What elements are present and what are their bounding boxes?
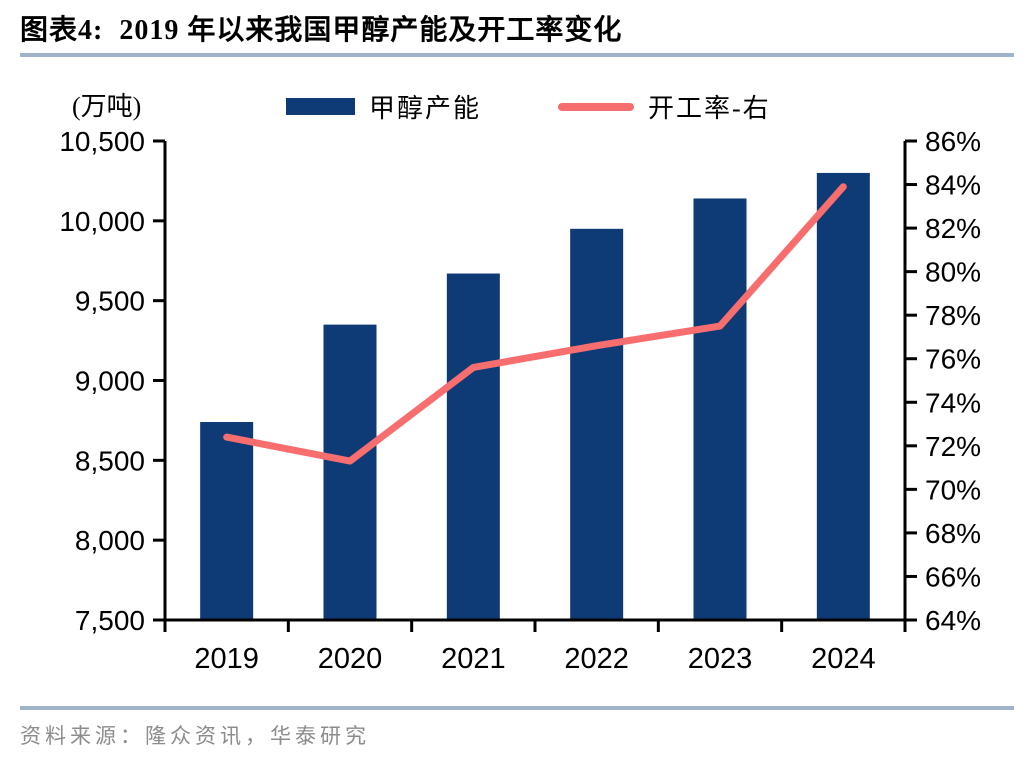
x-axis-category-label: 2024	[811, 643, 876, 675]
title-divider	[20, 53, 1014, 57]
line-series-label: 开工率-右	[648, 94, 771, 123]
right-axis-tick-label: 72%	[925, 431, 981, 462]
right-axis-tick-label: 80%	[925, 257, 981, 288]
right-axis-tick-label: 82%	[925, 213, 981, 244]
x-axis-category-label: 2021	[441, 643, 506, 675]
legend-item-operating-rate: 开工率-右	[558, 88, 771, 125]
x-axis-category-label: 2019	[194, 643, 259, 675]
x-axis-category-label: 2020	[318, 643, 383, 675]
left-axis-tick-label: 8,500	[75, 445, 145, 476]
footer-divider	[20, 706, 1014, 710]
legend-item-capacity: 甲醇产能	[286, 88, 481, 125]
left-axis-tick-label: 9,000	[75, 366, 145, 397]
x-axis-category-label: 2022	[564, 643, 629, 675]
right-axis-tick-label: 64%	[925, 605, 981, 636]
chart-title: 图表4: 2019 年以来我国甲醇产能及开工率变化	[20, 15, 623, 46]
right-axis-tick-label: 66%	[925, 561, 981, 592]
bar-series-swatch	[286, 98, 355, 115]
right-axis-tick-label: 84%	[925, 170, 981, 201]
bar-series-label: 甲醇产能	[369, 94, 482, 123]
operating-rate-line	[223, 183, 847, 465]
right-axis-tick-label: 70%	[925, 474, 981, 505]
left-axis-tick-label: 7,500	[75, 605, 145, 636]
bar-2020	[323, 324, 377, 620]
left-axis-unit-label: (万吨)	[72, 92, 142, 121]
line-series-swatch	[558, 102, 634, 111]
left-axis-tick-label: 10,500	[59, 126, 145, 157]
x-axis-category-label: 2023	[688, 643, 753, 675]
right-axis-tick-label: 76%	[925, 344, 981, 375]
left-axis-tick-label: 8,000	[75, 525, 145, 556]
left-axis-tick-label: 10,000	[59, 206, 145, 237]
right-axis-tick-label: 74%	[925, 387, 981, 418]
right-axis-tick-label: 86%	[925, 126, 981, 157]
bar-2019	[200, 422, 254, 620]
bar-2023	[693, 198, 747, 621]
bar-2024	[816, 172, 870, 620]
right-axis-tick-label: 78%	[925, 300, 981, 331]
source-note: 资料来源：隆众资讯，华泰研究	[20, 724, 370, 748]
bar-2022	[570, 228, 624, 621]
bar-2021	[446, 273, 500, 620]
left-axis-tick-label: 9,500	[75, 286, 145, 317]
right-axis-tick-label: 68%	[925, 518, 981, 549]
